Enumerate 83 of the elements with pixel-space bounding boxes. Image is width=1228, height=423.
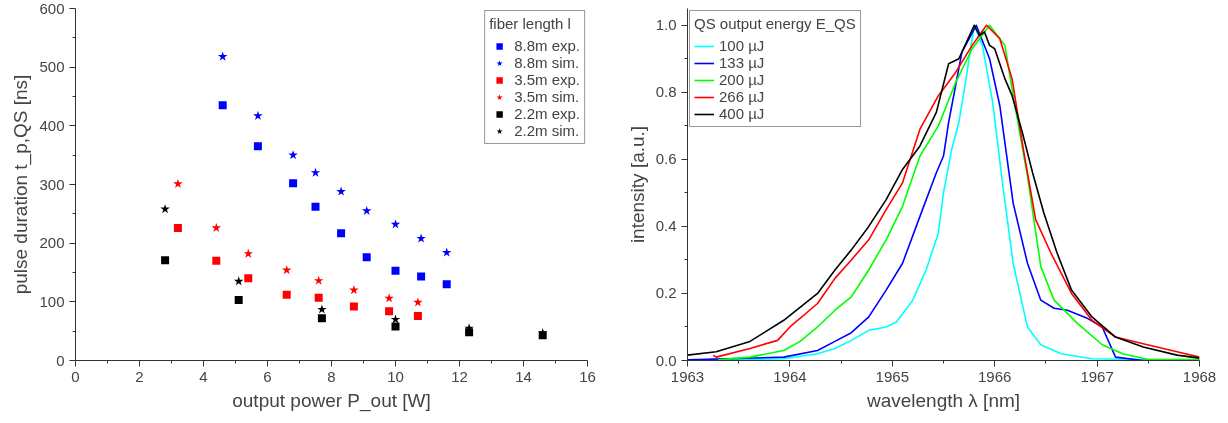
x-tick-label: 0 bbox=[71, 367, 80, 385]
point bbox=[413, 311, 422, 320]
x-tick-label: 12 bbox=[451, 367, 468, 385]
point bbox=[244, 274, 253, 283]
point bbox=[253, 110, 263, 120]
x-tick-label: 8 bbox=[327, 367, 336, 385]
point bbox=[314, 293, 323, 302]
point bbox=[384, 293, 394, 303]
point bbox=[313, 275, 324, 285]
point bbox=[243, 248, 254, 258]
point bbox=[233, 276, 244, 286]
y-axis-title: intensity [a.u.] bbox=[626, 125, 648, 244]
x-tick-label: 1967 bbox=[1080, 367, 1114, 385]
legend-label: 3.5m sim. bbox=[514, 88, 580, 105]
point bbox=[253, 142, 262, 151]
point bbox=[417, 272, 426, 281]
legend-title: QS output energy E_QS bbox=[694, 15, 856, 32]
point bbox=[416, 233, 426, 243]
legend-title: fiber length l bbox=[489, 15, 572, 32]
y-axis-title: pulse duration t_p,QS [ns] bbox=[10, 74, 33, 295]
legend-label: 3.5m exp. bbox=[514, 71, 580, 88]
x-tick-label: 10 bbox=[387, 367, 404, 385]
x-tick-label: 1963 bbox=[670, 367, 705, 385]
x-tick-label: 1965 bbox=[875, 367, 909, 385]
y-tick-label: 0.0 bbox=[655, 351, 677, 369]
legend-label: 2.2m exp. bbox=[514, 105, 580, 122]
x-axis-title: wavelength λ [nm] bbox=[865, 389, 1021, 411]
legend-label: 8.8m exp. bbox=[514, 37, 580, 54]
legend-label: 133 µJ bbox=[719, 54, 765, 71]
point bbox=[441, 247, 452, 257]
legend-label: 2.2m sim. bbox=[514, 122, 580, 139]
point bbox=[282, 290, 291, 299]
point bbox=[391, 322, 400, 331]
y-tick-label: 0.6 bbox=[655, 150, 677, 168]
point bbox=[310, 167, 321, 177]
x-tick-label: 4 bbox=[199, 367, 208, 385]
point bbox=[413, 297, 423, 307]
y-tick-label: 0 bbox=[56, 351, 65, 369]
point bbox=[218, 101, 227, 110]
point bbox=[385, 307, 394, 316]
point bbox=[173, 178, 183, 188]
point bbox=[211, 222, 222, 232]
y-tick-label: 300 bbox=[39, 175, 65, 193]
y-tick-label: 1.0 bbox=[655, 16, 677, 34]
point bbox=[442, 280, 451, 289]
y-tick-label: 0.4 bbox=[655, 217, 677, 235]
point bbox=[234, 296, 243, 305]
y-tick-label: 0.8 bbox=[655, 83, 677, 101]
y-tick-label: 600 bbox=[39, 0, 65, 17]
point bbox=[317, 304, 327, 314]
legend-label: 400 µJ bbox=[719, 105, 765, 122]
point bbox=[161, 256, 170, 265]
point bbox=[289, 179, 298, 188]
point bbox=[336, 186, 346, 196]
point bbox=[362, 253, 371, 262]
y-tick-label: 400 bbox=[39, 116, 65, 134]
y-tick-label: 100 bbox=[39, 292, 65, 310]
x-axis-title: output power P_out [W] bbox=[232, 389, 431, 412]
y-tick-label: 200 bbox=[39, 234, 65, 252]
x-tick-label: 14 bbox=[515, 367, 532, 385]
y-tick-label: 0.2 bbox=[655, 284, 677, 302]
point bbox=[361, 205, 372, 215]
point bbox=[390, 314, 401, 324]
point bbox=[217, 51, 228, 61]
x-tick-label: 16 bbox=[579, 367, 596, 385]
point bbox=[390, 219, 401, 229]
x-tick-label: 1966 bbox=[978, 367, 1012, 385]
point bbox=[212, 256, 221, 265]
legend-label: 200 µJ bbox=[719, 71, 765, 88]
point bbox=[317, 314, 326, 323]
x-tick-label: 1964 bbox=[773, 367, 807, 385]
point bbox=[311, 202, 320, 211]
point bbox=[173, 223, 182, 232]
point bbox=[391, 266, 400, 275]
x-tick-label: 1968 bbox=[1182, 367, 1217, 385]
x-tick-label: 6 bbox=[263, 367, 272, 385]
legend-label: 8.8m sim. bbox=[514, 54, 580, 71]
x-tick-label: 2 bbox=[135, 367, 144, 385]
y-tick-label: 500 bbox=[39, 58, 65, 76]
point bbox=[337, 229, 346, 238]
legend-label: 100 µJ bbox=[719, 37, 765, 54]
point bbox=[349, 302, 358, 311]
legend-label: 266 µJ bbox=[719, 88, 765, 105]
